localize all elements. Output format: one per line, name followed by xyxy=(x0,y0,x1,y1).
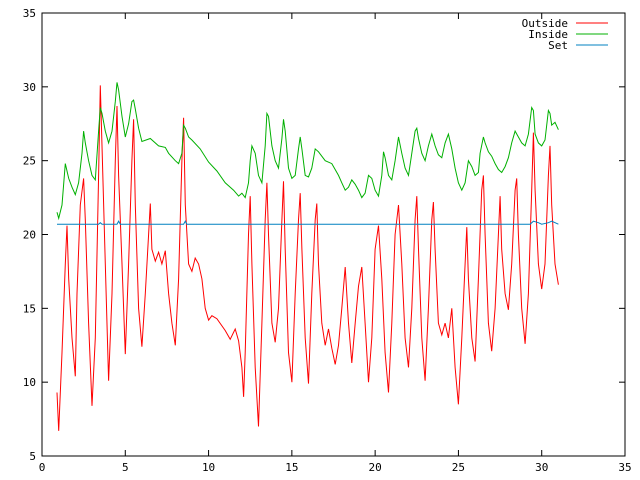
axis-ticks xyxy=(41,12,626,457)
series-line-inside xyxy=(56,82,559,221)
y-tick-label: 35 xyxy=(23,7,36,20)
legend-label-set: Set xyxy=(548,39,568,52)
y-tick-label: 15 xyxy=(23,302,36,315)
x-tick-label: 10 xyxy=(202,461,215,474)
x-tick-label: 35 xyxy=(618,461,631,474)
y-tick-label: 10 xyxy=(23,376,36,389)
x-tick-label: 5 xyxy=(122,461,129,474)
series-line-set xyxy=(57,220,559,225)
series-group xyxy=(56,82,559,431)
legend-label-inside: Inside xyxy=(528,28,568,41)
x-tick-label: 30 xyxy=(535,461,548,474)
x-tick-label: 25 xyxy=(452,461,465,474)
y-tick-label: 25 xyxy=(23,155,36,168)
x-tick-label: 20 xyxy=(369,461,382,474)
y-tick-label: 5 xyxy=(29,450,36,463)
y-tick-label: 30 xyxy=(23,81,36,94)
y-tick-label: 20 xyxy=(23,229,36,242)
series-line-outside xyxy=(56,85,559,431)
x-tick-label: 0 xyxy=(39,461,46,474)
x-tick-label: 15 xyxy=(285,461,298,474)
legend-label-outside: Outside xyxy=(522,17,568,30)
